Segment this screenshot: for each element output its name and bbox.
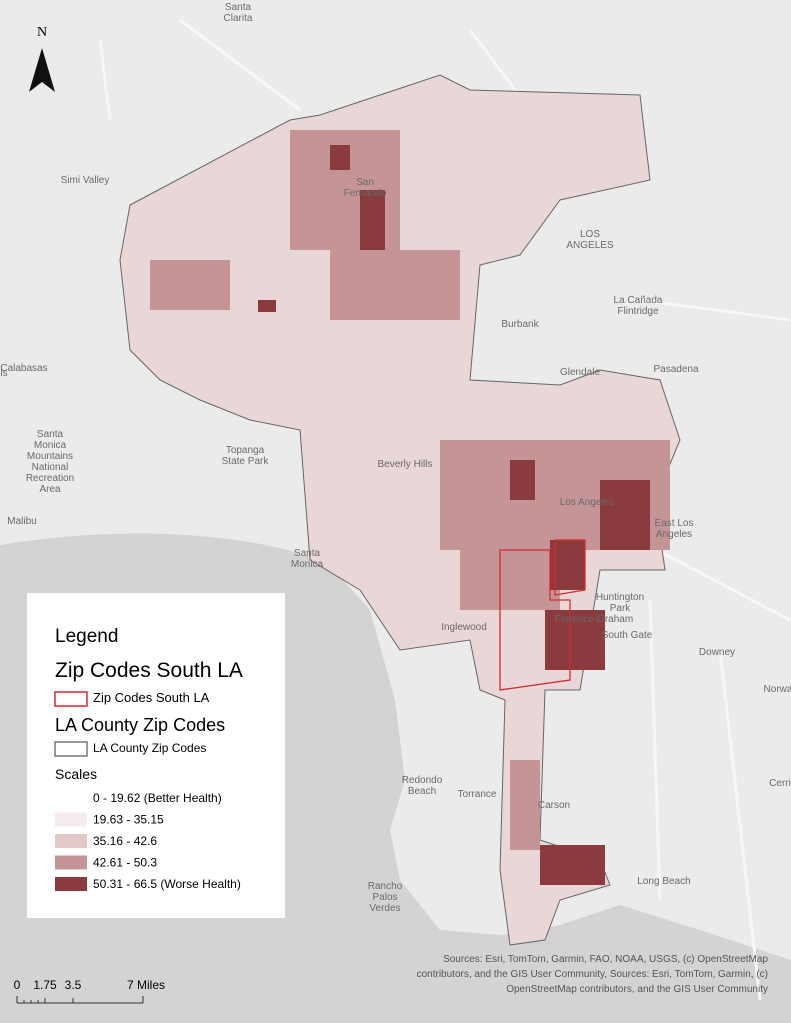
- class-label: 42.61 - 50.3: [93, 856, 157, 870]
- place-label: Malibu: [7, 516, 36, 527]
- place-label: Torrance: [458, 789, 497, 800]
- place-label: Cerri: [769, 778, 791, 789]
- place-label: Santa: [37, 429, 64, 440]
- attribution-line: contributors, and the GIS User Community…: [417, 969, 768, 980]
- legend-swatch: [54, 691, 88, 707]
- scale-label: 1.75: [33, 978, 57, 992]
- place-label: Monica: [34, 440, 67, 451]
- place-label: Rancho: [368, 881, 403, 892]
- place-label: National: [32, 462, 69, 473]
- place-label: Recreation: [26, 473, 74, 484]
- zip-codes: [119, 74, 681, 946]
- place-label: Simi Valley: [61, 175, 110, 186]
- class-label: 19.63 - 35.15: [93, 813, 164, 827]
- class-swatch: [55, 791, 87, 805]
- place-label: Long Beach: [637, 876, 690, 887]
- attribution-line: OpenStreetMap contributors, and the GIS …: [506, 984, 768, 995]
- class-swatch: [55, 855, 87, 870]
- place-label: Santa: [294, 548, 321, 559]
- place-label: Santa: [225, 2, 252, 13]
- layer-item: LA County Zip Codes: [93, 741, 206, 755]
- roads: [98, 18, 791, 1001]
- scale-label: 7 Miles: [127, 978, 165, 992]
- place-label: Los Angeles: [560, 497, 615, 508]
- class-swatch: [55, 834, 87, 848]
- class-label: 50.31 - 66.5 (Worse Health): [93, 877, 241, 891]
- place-label: LOS: [580, 229, 600, 240]
- place-label: Norwa: [764, 684, 791, 695]
- place-label: South Gate: [602, 630, 653, 641]
- place-label: Palos: [372, 892, 397, 903]
- class-label: 0 - 19.62 (Better Health): [93, 791, 222, 805]
- place-label: Beverly Hills: [377, 459, 432, 470]
- place-label: Topanga: [226, 445, 265, 456]
- place-label: ls: [0, 368, 7, 379]
- layer-item: Zip Codes South LA: [93, 690, 210, 705]
- scales-title: Scales: [55, 766, 97, 782]
- place-label: Downey: [699, 647, 735, 658]
- place-label: Angeles: [656, 529, 692, 540]
- place-label: Clarita: [224, 13, 253, 24]
- place-label: Beach: [408, 786, 436, 797]
- north-label: N: [37, 25, 47, 40]
- attribution: Sources: Esri, TomTom, Garmin, FAO, NOAA…: [417, 954, 769, 995]
- zip-dark: [258, 145, 650, 885]
- place-label: Florence-Graham: [555, 614, 633, 625]
- layer-title: LA County Zip Codes: [55, 715, 225, 735]
- north-arrow: [29, 48, 55, 92]
- place-label: La Cañada: [614, 295, 663, 306]
- class-swatch: [55, 877, 87, 891]
- place-label: East Los: [655, 518, 694, 529]
- place-label: Redondo: [402, 775, 443, 786]
- place-label: Glendale: [560, 367, 600, 378]
- place-label: Pasadena: [653, 364, 698, 375]
- scale-labels: 0 1.75 3.5 7 Miles: [14, 978, 165, 992]
- place-label: Verdes: [369, 903, 400, 914]
- place-label: Flintridge: [617, 306, 659, 317]
- place-label: Fernando: [344, 188, 387, 199]
- class-label: 35.16 - 42.6: [93, 834, 157, 848]
- place-label: ANGELES: [566, 240, 614, 251]
- scale-bar: [16, 996, 144, 1004]
- place-label: State Park: [222, 456, 270, 467]
- place-label: Calabasas: [0, 363, 47, 374]
- scale-label: 0: [14, 978, 21, 992]
- layer-title: Zip Codes South LA: [55, 659, 243, 682]
- legend-swatch: [54, 741, 88, 757]
- place-label: Mountains: [27, 451, 73, 462]
- place-label: Huntington: [596, 592, 644, 603]
- place-label: Burbank: [501, 319, 539, 330]
- place-label: San: [356, 177, 374, 188]
- place-label: Inglewood: [441, 622, 487, 633]
- legend-title: Legend: [55, 626, 118, 647]
- class-swatch: [55, 812, 87, 827]
- place-label: Monica: [291, 559, 324, 570]
- place-label: Carson: [538, 800, 570, 811]
- legend: Legend Zip Codes South LA Zip Codes Sout…: [27, 593, 285, 918]
- south-la-outline: [499, 539, 586, 691]
- scale-label: 3.5: [65, 978, 82, 992]
- place-label: Park: [610, 603, 632, 614]
- place-label: Area: [39, 484, 61, 495]
- attribution-line: Sources: Esri, TomTom, Garmin, FAO, NOAA…: [443, 954, 768, 965]
